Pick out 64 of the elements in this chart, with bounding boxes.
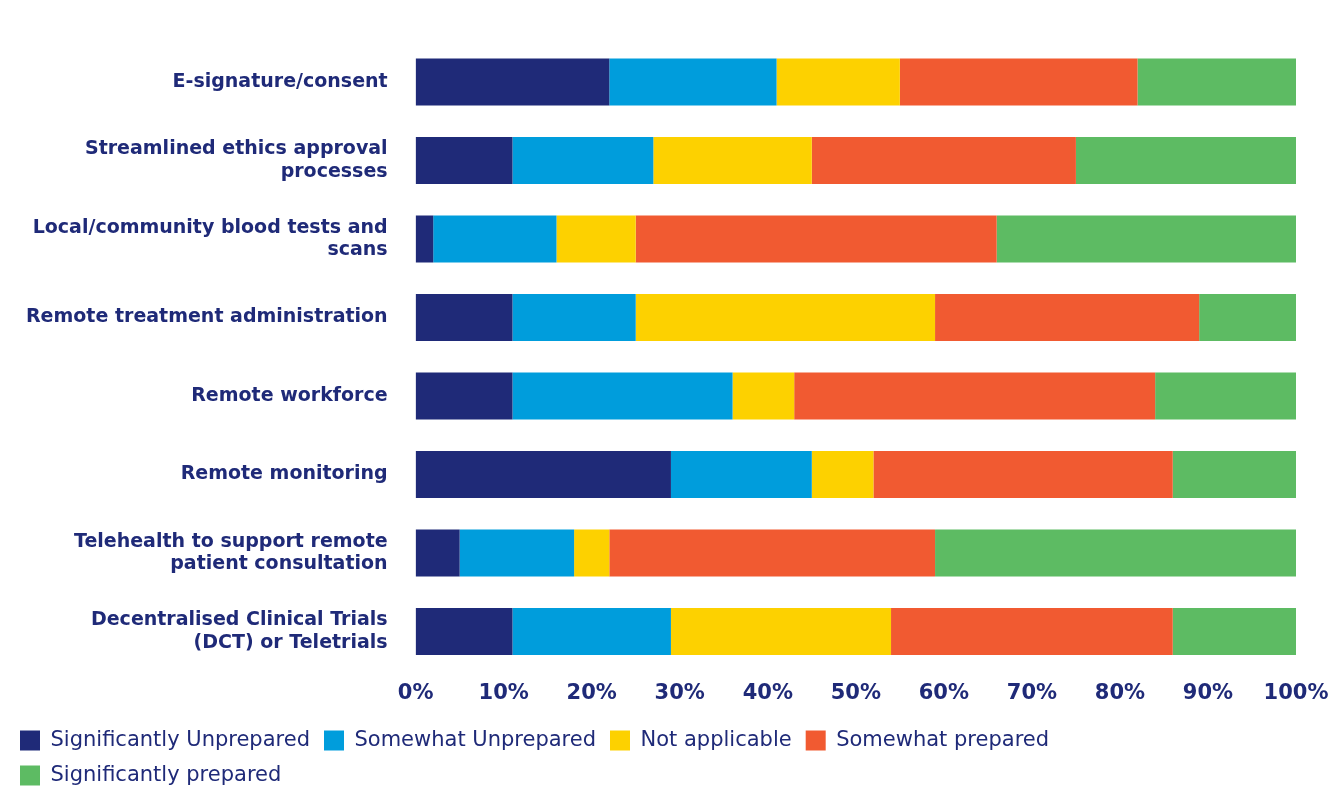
bar — [1075, 137, 1296, 185]
bar — [811, 137, 1076, 185]
bar — [1172, 608, 1296, 656]
bar — [512, 608, 671, 656]
legend-label: Significantly Unprepared — [50, 726, 310, 751]
bar — [1199, 294, 1296, 342]
x-tick-label: 40% — [742, 679, 793, 704]
bar — [996, 215, 1296, 263]
x-tick-label: 80% — [1094, 679, 1146, 704]
bar — [415, 451, 671, 499]
bar — [415, 372, 513, 420]
y-tick-label: Decentralised Clinical Trials (DCT) or Teletrials — [90, 607, 388, 652]
bar — [415, 608, 513, 656]
bar — [811, 451, 874, 499]
bar — [512, 137, 654, 185]
bar — [512, 372, 733, 420]
bar — [794, 372, 1156, 420]
bar — [732, 372, 795, 420]
x-tick-label: 0% — [397, 679, 434, 704]
bar — [512, 294, 636, 342]
x-tick-label: 20% — [566, 679, 617, 704]
bar — [776, 58, 900, 106]
bar — [1172, 451, 1296, 499]
bar — [1137, 58, 1296, 106]
bar — [556, 215, 636, 263]
y-tick-label: Remote workforce — [191, 382, 388, 405]
bar — [415, 58, 610, 106]
bar — [415, 215, 434, 263]
bar — [935, 529, 1296, 577]
legend-label: Somewhat prepared — [836, 726, 1050, 751]
y-tick-label: Local/community blood tests and scans — [32, 214, 388, 260]
bar — [635, 215, 997, 263]
bar — [891, 608, 1173, 656]
y-tick-label: Remote treatment administration — [25, 304, 388, 327]
bar — [415, 294, 513, 342]
x-tick-label: 70% — [1006, 679, 1058, 704]
x-tick-label: 50% — [830, 679, 881, 704]
bar — [415, 529, 460, 577]
y-tick-label: Remote monitoring — [180, 461, 388, 484]
bar — [670, 608, 892, 656]
bar — [609, 58, 777, 106]
x-tick-label: 90% — [1182, 679, 1234, 704]
bar — [415, 137, 513, 185]
x-tick-label: 60% — [918, 679, 969, 704]
bar — [935, 294, 1200, 342]
legend-label: Somewhat Unprepared — [354, 726, 597, 751]
bar — [433, 215, 557, 263]
y-tick-label: E-signature/consent — [172, 68, 388, 91]
y-tick-label: Streamlined ethics approval processes — [84, 136, 388, 181]
bar — [653, 137, 812, 185]
bar — [459, 529, 575, 577]
bar — [670, 451, 812, 499]
y-tick-label: Telehealth to support remote patient consultation — [73, 528, 388, 574]
x-tick-label: 10% — [478, 679, 529, 704]
bar — [574, 529, 610, 577]
legend-label: Not applicable — [640, 726, 792, 751]
bar — [873, 451, 1173, 499]
bar — [1155, 372, 1296, 420]
bar — [635, 294, 936, 342]
bar — [609, 529, 936, 577]
legend-label: Significantly prepared — [50, 761, 282, 786]
x-tick-label: 30% — [654, 679, 705, 704]
bar — [899, 58, 1138, 106]
x-tick-label: 100% — [1263, 679, 1329, 704]
